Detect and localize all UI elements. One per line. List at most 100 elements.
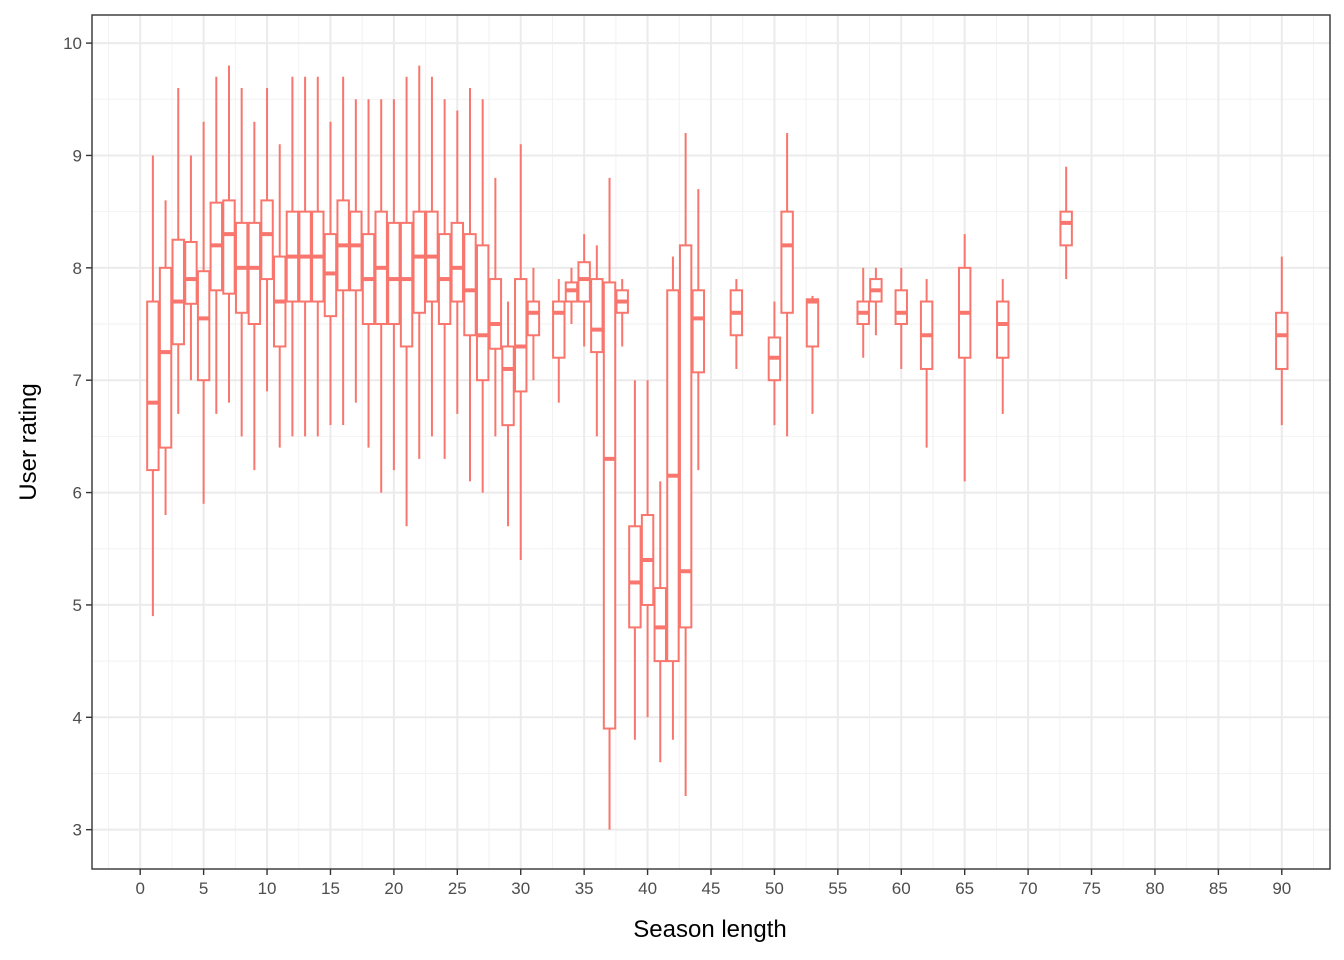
box	[957, 234, 972, 482]
box-iqr	[628, 525, 642, 629]
x-axis: 0 5 10 15 20 25 30 35 40 45 50 55 60 65 70 75 80 85 90	[135, 869, 1291, 898]
y-tick-label: 7	[73, 371, 82, 390]
box-iqr	[450, 221, 465, 303]
box	[666, 256, 680, 740]
box-iqr	[602, 281, 617, 730]
x-tick-label: 0	[135, 879, 144, 898]
box	[729, 279, 744, 369]
box-iqr	[501, 345, 515, 427]
box	[590, 245, 604, 437]
x-axis-title: Season length	[633, 916, 786, 943]
box	[577, 234, 591, 347]
box	[311, 76, 325, 437]
box	[501, 301, 515, 527]
box	[894, 267, 908, 369]
box-series	[146, 65, 1289, 830]
box-iqr	[653, 587, 667, 663]
box-iqr	[475, 244, 490, 382]
box	[475, 99, 490, 493]
box	[196, 121, 211, 504]
box-iqr	[805, 298, 820, 348]
box-iqr	[514, 278, 528, 393]
x-tick-label: 55	[828, 879, 847, 898]
box	[463, 88, 477, 482]
box	[260, 88, 274, 392]
box-iqr	[488, 278, 503, 350]
box-iqr	[399, 221, 414, 348]
box	[919, 279, 934, 448]
y-tick-label: 10	[63, 34, 82, 53]
box	[1275, 256, 1289, 426]
x-tick-label: 25	[448, 879, 467, 898]
y-axis: 3 4 5 6 7 8 9 10	[63, 34, 92, 840]
box	[273, 144, 287, 448]
x-tick-label: 50	[765, 879, 784, 898]
box-iqr	[260, 199, 274, 281]
box	[361, 99, 376, 448]
box-iqr	[1059, 210, 1073, 247]
box	[615, 279, 629, 347]
box-iqr	[463, 233, 477, 337]
box	[780, 132, 794, 437]
box	[247, 121, 262, 471]
x-tick-label: 80	[1145, 879, 1164, 898]
box	[564, 267, 579, 325]
box-iqr	[577, 261, 591, 303]
box	[171, 88, 185, 414]
box	[552, 279, 566, 403]
box-iqr	[349, 210, 363, 292]
box	[399, 76, 414, 527]
box	[222, 65, 236, 403]
box-iqr	[780, 210, 794, 314]
box	[488, 177, 503, 437]
box	[450, 110, 465, 414]
box	[691, 189, 706, 471]
box	[640, 380, 655, 718]
box	[184, 155, 198, 381]
x-tick-label: 5	[199, 879, 208, 898]
box	[996, 279, 1010, 414]
box	[526, 267, 541, 381]
box	[602, 177, 617, 830]
x-tick-label: 60	[892, 879, 911, 898]
major-gridlines	[92, 15, 1330, 869]
x-tick-label: 15	[321, 879, 340, 898]
box	[425, 76, 439, 437]
y-tick-label: 8	[73, 259, 82, 278]
box-iqr	[590, 278, 604, 354]
box-iqr	[171, 238, 185, 346]
box	[234, 88, 249, 437]
box	[767, 301, 782, 426]
box-iqr	[184, 240, 198, 305]
box	[653, 481, 667, 763]
box-iqr	[1275, 311, 1289, 370]
box	[1059, 166, 1073, 280]
y-tick-label: 4	[73, 708, 82, 727]
box	[336, 76, 350, 426]
y-tick-label: 9	[73, 146, 82, 165]
box-iqr	[996, 300, 1010, 359]
box-iqr	[387, 221, 401, 326]
x-tick-label: 10	[258, 879, 277, 898]
x-tick-label: 45	[702, 879, 721, 898]
box-iqr	[894, 289, 908, 326]
x-tick-label: 65	[955, 879, 974, 898]
box-iqr	[691, 289, 706, 374]
box	[514, 144, 528, 560]
box	[374, 99, 388, 493]
box-iqr	[552, 300, 566, 359]
box	[628, 380, 642, 740]
box-iqr	[526, 300, 541, 337]
box	[285, 76, 300, 437]
x-tick-label: 30	[511, 879, 530, 898]
x-tick-label: 70	[1019, 879, 1038, 898]
x-tick-label: 75	[1082, 879, 1101, 898]
x-tick-label: 20	[384, 879, 403, 898]
x-tick-label: 35	[575, 879, 594, 898]
box	[349, 99, 363, 403]
box	[678, 132, 693, 796]
box	[856, 267, 870, 358]
x-tick-label: 85	[1209, 879, 1228, 898]
box-iqr	[196, 270, 211, 382]
x-tick-label: 40	[638, 879, 657, 898]
